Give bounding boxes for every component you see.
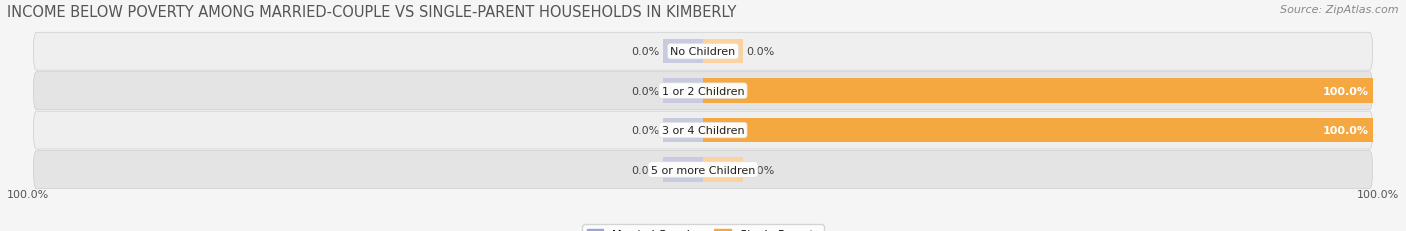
FancyBboxPatch shape: [34, 72, 1372, 110]
Bar: [662, 158, 703, 182]
Text: No Children: No Children: [671, 47, 735, 57]
Text: 3 or 4 Children: 3 or 4 Children: [662, 125, 744, 136]
Text: 5 or more Children: 5 or more Children: [651, 165, 755, 175]
Text: 100.0%: 100.0%: [1323, 125, 1369, 136]
Bar: [662, 40, 703, 64]
Bar: [662, 79, 703, 103]
Bar: [703, 79, 1372, 103]
Text: 0.0%: 0.0%: [631, 125, 659, 136]
Text: 0.0%: 0.0%: [631, 86, 659, 96]
Bar: [662, 118, 703, 143]
Text: 100.0%: 100.0%: [1323, 86, 1369, 96]
Bar: [703, 118, 1372, 143]
Text: INCOME BELOW POVERTY AMONG MARRIED-COUPLE VS SINGLE-PARENT HOUSEHOLDS IN KIMBERL: INCOME BELOW POVERTY AMONG MARRIED-COUPL…: [7, 5, 737, 20]
Text: Source: ZipAtlas.com: Source: ZipAtlas.com: [1281, 5, 1399, 15]
Text: 100.0%: 100.0%: [1357, 189, 1399, 199]
Legend: Married Couples, Single Parents: Married Couples, Single Parents: [582, 224, 824, 231]
Text: 0.0%: 0.0%: [747, 47, 775, 57]
Bar: [703, 40, 744, 64]
Text: 0.0%: 0.0%: [747, 165, 775, 175]
FancyBboxPatch shape: [34, 151, 1372, 189]
Text: 0.0%: 0.0%: [631, 165, 659, 175]
Text: 1 or 2 Children: 1 or 2 Children: [662, 86, 744, 96]
FancyBboxPatch shape: [34, 33, 1372, 71]
FancyBboxPatch shape: [34, 112, 1372, 149]
Text: 0.0%: 0.0%: [631, 47, 659, 57]
Bar: [703, 158, 744, 182]
Text: 100.0%: 100.0%: [7, 189, 49, 199]
